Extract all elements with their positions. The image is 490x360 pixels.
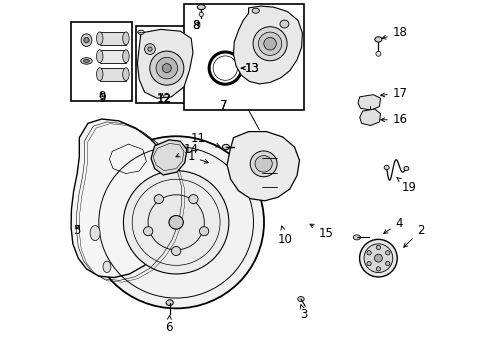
Ellipse shape bbox=[222, 144, 230, 150]
Ellipse shape bbox=[197, 5, 205, 10]
Ellipse shape bbox=[386, 251, 390, 255]
Ellipse shape bbox=[156, 57, 177, 79]
Text: 6: 6 bbox=[165, 315, 172, 333]
Ellipse shape bbox=[88, 136, 264, 309]
Polygon shape bbox=[358, 95, 381, 110]
Ellipse shape bbox=[97, 68, 103, 81]
Ellipse shape bbox=[255, 156, 272, 172]
Text: 12: 12 bbox=[157, 93, 172, 106]
Ellipse shape bbox=[138, 30, 144, 35]
Polygon shape bbox=[100, 50, 126, 63]
Text: 15: 15 bbox=[310, 224, 333, 239]
Text: 7: 7 bbox=[220, 99, 227, 112]
Ellipse shape bbox=[122, 32, 129, 45]
Text: 14: 14 bbox=[176, 143, 198, 157]
Polygon shape bbox=[360, 109, 381, 126]
Polygon shape bbox=[100, 68, 126, 81]
Text: 8: 8 bbox=[192, 19, 199, 32]
Ellipse shape bbox=[367, 251, 371, 255]
Ellipse shape bbox=[90, 226, 100, 240]
Text: 8: 8 bbox=[192, 19, 199, 32]
Ellipse shape bbox=[404, 166, 409, 171]
Text: 13: 13 bbox=[245, 62, 260, 75]
Text: 9: 9 bbox=[98, 90, 105, 103]
Text: 9: 9 bbox=[98, 92, 105, 105]
Ellipse shape bbox=[166, 300, 173, 306]
Ellipse shape bbox=[81, 34, 92, 46]
Text: 19: 19 bbox=[397, 177, 417, 194]
Ellipse shape bbox=[250, 151, 277, 177]
Text: 16: 16 bbox=[381, 113, 408, 126]
Ellipse shape bbox=[172, 247, 181, 256]
Polygon shape bbox=[227, 132, 299, 201]
Polygon shape bbox=[234, 6, 302, 84]
Ellipse shape bbox=[280, 20, 289, 28]
Text: 12: 12 bbox=[157, 93, 172, 105]
Polygon shape bbox=[71, 119, 176, 278]
Bar bbox=[71, 22, 132, 101]
Ellipse shape bbox=[97, 32, 103, 45]
Ellipse shape bbox=[150, 51, 184, 85]
Polygon shape bbox=[137, 30, 193, 98]
Text: 5: 5 bbox=[74, 224, 81, 237]
Ellipse shape bbox=[199, 12, 203, 17]
Text: 7: 7 bbox=[220, 99, 227, 112]
Ellipse shape bbox=[97, 50, 103, 63]
Ellipse shape bbox=[376, 51, 381, 56]
Ellipse shape bbox=[367, 261, 371, 266]
Ellipse shape bbox=[162, 64, 171, 73]
Ellipse shape bbox=[374, 254, 382, 262]
Ellipse shape bbox=[154, 195, 164, 204]
Text: 13: 13 bbox=[245, 62, 260, 75]
Ellipse shape bbox=[253, 27, 287, 61]
Text: 11: 11 bbox=[191, 132, 220, 147]
Ellipse shape bbox=[148, 47, 152, 51]
Ellipse shape bbox=[386, 261, 390, 266]
Ellipse shape bbox=[384, 165, 389, 170]
Ellipse shape bbox=[84, 59, 89, 62]
Ellipse shape bbox=[123, 171, 229, 274]
Ellipse shape bbox=[84, 37, 89, 43]
Text: 17: 17 bbox=[381, 87, 408, 100]
Ellipse shape bbox=[298, 297, 304, 302]
Ellipse shape bbox=[264, 37, 276, 50]
Ellipse shape bbox=[199, 227, 209, 236]
Ellipse shape bbox=[258, 32, 282, 55]
Polygon shape bbox=[100, 32, 126, 45]
Ellipse shape bbox=[353, 235, 361, 240]
Text: 2: 2 bbox=[404, 224, 425, 247]
Ellipse shape bbox=[122, 68, 129, 81]
Text: 1: 1 bbox=[187, 150, 208, 163]
Ellipse shape bbox=[376, 245, 381, 249]
Ellipse shape bbox=[169, 216, 183, 229]
Text: 10: 10 bbox=[278, 226, 293, 246]
Ellipse shape bbox=[148, 195, 204, 250]
Ellipse shape bbox=[122, 50, 129, 63]
Ellipse shape bbox=[252, 8, 259, 13]
Ellipse shape bbox=[144, 227, 153, 236]
Text: 4: 4 bbox=[384, 216, 403, 234]
Ellipse shape bbox=[375, 37, 382, 42]
Ellipse shape bbox=[145, 44, 155, 54]
Polygon shape bbox=[151, 140, 187, 175]
Bar bbox=[136, 26, 195, 103]
Text: 18: 18 bbox=[382, 27, 408, 40]
Ellipse shape bbox=[189, 195, 198, 204]
Ellipse shape bbox=[81, 58, 92, 64]
Bar bbox=[184, 4, 304, 110]
Ellipse shape bbox=[376, 267, 381, 271]
Ellipse shape bbox=[364, 244, 393, 273]
Ellipse shape bbox=[103, 261, 111, 273]
Ellipse shape bbox=[360, 239, 397, 277]
Text: 3: 3 bbox=[300, 305, 308, 321]
